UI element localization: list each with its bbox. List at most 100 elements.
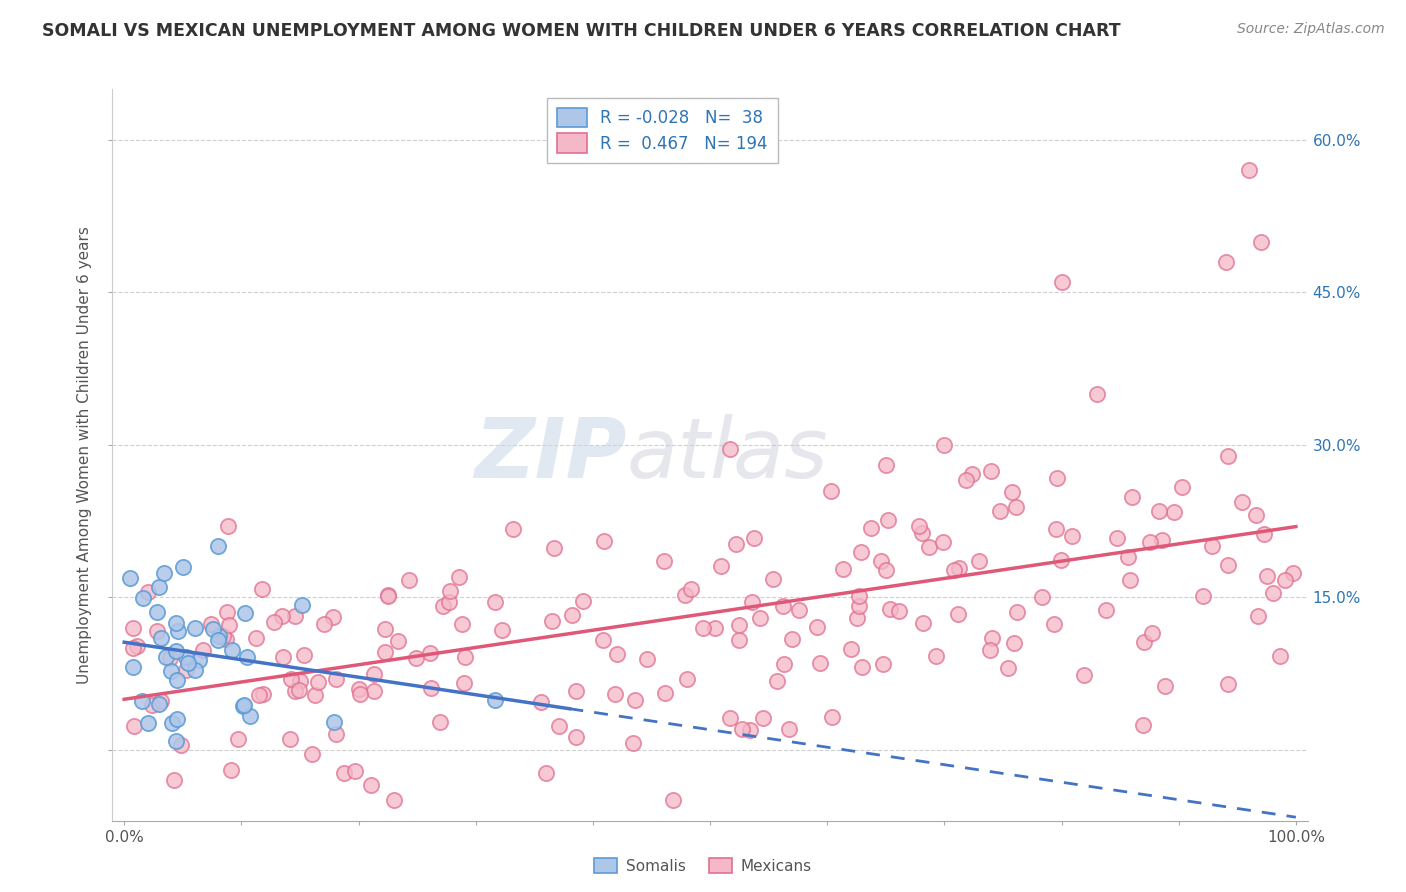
Point: [217, 605, 239, 619]
Point: [980, 463, 1002, 477]
Point: [948, 560, 970, 574]
Point: [772, 657, 794, 671]
Point: [287, 682, 309, 697]
Legend: Somalis, Mexicans: Somalis, Mexicans: [588, 852, 818, 880]
Point: [347, 682, 370, 697]
Point: [1261, 586, 1284, 600]
Point: [502, 522, 524, 536]
Point: [163, 772, 186, 787]
Point: [325, 672, 347, 686]
Point: [167, 624, 190, 638]
Point: [174, 650, 197, 665]
Point: [1237, 163, 1260, 178]
Point: [160, 664, 183, 678]
Point: [710, 559, 733, 574]
Text: atlas: atlas: [627, 415, 828, 495]
Point: [605, 687, 627, 701]
Point: [160, 715, 183, 730]
Point: [749, 611, 772, 625]
Point: [149, 693, 172, 707]
Point: [762, 572, 785, 586]
Point: [662, 793, 685, 807]
Point: [377, 589, 399, 603]
Point: [447, 570, 470, 584]
Point: [136, 585, 159, 599]
Point: [564, 731, 586, 745]
Point: [291, 598, 314, 612]
Point: [278, 732, 301, 747]
Point: [541, 615, 564, 629]
Point: [280, 672, 302, 686]
Point: [451, 617, 474, 632]
Point: [1050, 553, 1073, 567]
Point: [247, 688, 270, 702]
Point: [925, 649, 948, 664]
Point: [911, 525, 934, 540]
Point: [561, 607, 583, 622]
Point: [148, 580, 170, 594]
Point: [621, 736, 644, 750]
Point: [217, 518, 239, 533]
Point: [821, 710, 844, 724]
Point: [398, 573, 420, 587]
Point: [307, 675, 329, 690]
Point: [1216, 558, 1239, 572]
Point: [271, 649, 294, 664]
Point: [184, 663, 207, 677]
Point: [1073, 667, 1095, 681]
Point: [592, 533, 614, 548]
Point: [377, 588, 399, 602]
Point: [1133, 635, 1156, 649]
Point: [212, 629, 235, 643]
Point: [875, 458, 897, 472]
Point: [1045, 522, 1067, 536]
Point: [572, 594, 595, 608]
Point: [1282, 566, 1305, 581]
Point: [1274, 574, 1296, 588]
Point: [1250, 235, 1272, 249]
Point: [1005, 500, 1028, 515]
Point: [165, 733, 187, 747]
Point: [363, 684, 385, 698]
Point: [879, 602, 901, 616]
Point: [125, 639, 148, 653]
Point: [233, 698, 256, 712]
Point: [170, 738, 193, 752]
Point: [177, 656, 200, 670]
Point: [997, 661, 1019, 675]
Point: [232, 699, 254, 714]
Point: [652, 554, 675, 568]
Text: ZIP: ZIP: [474, 415, 627, 495]
Point: [454, 650, 477, 665]
Point: [988, 504, 1011, 518]
Point: [322, 610, 344, 624]
Point: [325, 727, 347, 741]
Point: [419, 646, 441, 660]
Point: [1094, 603, 1116, 617]
Point: [787, 602, 810, 616]
Point: [439, 584, 461, 599]
Point: [1256, 569, 1278, 583]
Point: [875, 563, 897, 577]
Point: [1247, 608, 1270, 623]
Point: [484, 595, 506, 609]
Point: [741, 595, 763, 609]
Point: [934, 438, 956, 452]
Point: [491, 624, 513, 638]
Point: [239, 709, 262, 723]
Point: [420, 681, 443, 696]
Point: [149, 631, 172, 645]
Point: [174, 663, 197, 677]
Point: [810, 657, 832, 671]
Point: [846, 611, 869, 625]
Point: [155, 650, 177, 665]
Point: [405, 651, 427, 665]
Point: [207, 539, 229, 553]
Point: [1253, 527, 1275, 541]
Point: [869, 554, 891, 568]
Point: [122, 660, 145, 674]
Point: [284, 609, 307, 624]
Point: [1005, 605, 1028, 619]
Point: [1085, 387, 1108, 401]
Point: [1163, 505, 1185, 519]
